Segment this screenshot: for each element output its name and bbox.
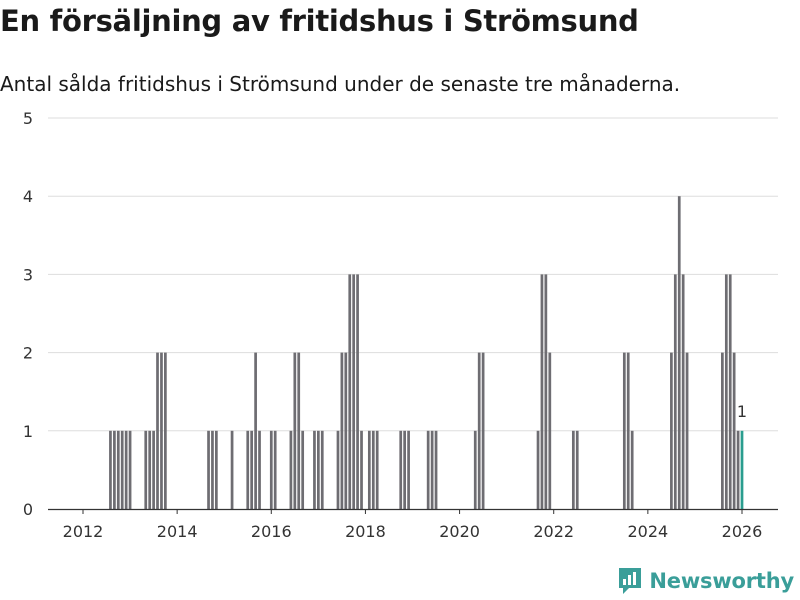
chart-subtitle: Antal sålda fritidshus i Strömsund under… <box>0 72 681 96</box>
bar-16 <box>246 430 250 509</box>
bar-29 <box>336 430 340 509</box>
bar-44 <box>434 430 438 509</box>
bar-1 <box>113 430 116 509</box>
bar-61 <box>685 352 689 509</box>
newsworthy-logo-text: Newsworthy <box>649 569 794 593</box>
y-axis: 0 1 2 3 4 5 <box>23 109 33 519</box>
bars <box>109 196 744 509</box>
annotations: 1 <box>737 402 747 421</box>
bar-64 <box>728 274 732 509</box>
y-tick-label-0: 0 <box>23 500 33 519</box>
bar-62 <box>721 352 724 509</box>
bar-2 <box>116 430 120 509</box>
bar-43 <box>430 430 434 509</box>
bar-48 <box>536 430 540 509</box>
bar-37 <box>371 430 375 509</box>
chart-title: En försäljning av fritidshus i Strömsund <box>0 4 639 38</box>
bar-59 <box>677 196 681 509</box>
bar-27 <box>317 430 320 509</box>
newsworthy-logo-icon <box>619 568 642 594</box>
x-tick-label-2014: 2014 <box>157 522 198 541</box>
bar-19 <box>258 430 261 509</box>
bar-9 <box>156 352 159 509</box>
x-tick-label-2024: 2024 <box>627 522 668 541</box>
bar-58 <box>673 274 677 509</box>
bar-25 <box>301 430 305 509</box>
x-tick-label-2026: 2026 <box>722 522 763 541</box>
bar-3 <box>120 430 124 509</box>
bar-30 <box>340 352 344 509</box>
bar-52 <box>571 430 575 509</box>
bar-22 <box>289 430 293 509</box>
bar-7 <box>148 430 152 509</box>
bar-0 <box>109 430 112 509</box>
bar-24 <box>297 352 301 509</box>
bar-6 <box>144 430 148 509</box>
bar-32 <box>348 274 352 509</box>
y-tick-label-5: 5 <box>23 109 33 128</box>
bar-66 <box>736 430 740 509</box>
newsworthy-logo: Newsworthy <box>617 566 794 596</box>
bar-39 <box>399 430 403 509</box>
bar-41 <box>407 430 410 509</box>
bar-28 <box>320 430 324 509</box>
bar-11 <box>164 352 167 509</box>
bar-31 <box>344 352 348 509</box>
bar-12 <box>207 430 210 509</box>
bar-33 <box>352 274 356 509</box>
bar-10 <box>160 352 163 509</box>
bar-53 <box>575 430 579 509</box>
bar-13 <box>211 430 214 509</box>
bar-38 <box>375 430 379 509</box>
x-tick-label-2018: 2018 <box>345 522 386 541</box>
bar-56 <box>630 430 634 509</box>
x-axis: 2012 2014 2016 2018 2020 2022 2024 2026 <box>48 508 778 541</box>
bar-18 <box>254 352 257 509</box>
bar-23 <box>293 352 297 509</box>
bar-20 <box>269 430 273 509</box>
bar-54 <box>622 352 626 509</box>
bar-47 <box>481 352 485 509</box>
data-label-0: 1 <box>737 402 747 421</box>
y-tick-label-4: 4 <box>23 187 33 206</box>
bar-40 <box>403 430 406 509</box>
x-tick-label-2016: 2016 <box>251 522 292 541</box>
x-tick-label-2022: 2022 <box>533 522 574 541</box>
bar-63 <box>724 274 728 509</box>
bar-42 <box>426 430 430 509</box>
bar-60 <box>681 274 685 509</box>
bar-50 <box>544 274 548 509</box>
bar-17 <box>250 430 254 509</box>
bar-65 <box>732 352 736 509</box>
bar-5 <box>128 430 132 509</box>
bar-21 <box>273 430 277 509</box>
y-tick-label-2: 2 <box>23 344 33 363</box>
bar-57 <box>670 352 673 509</box>
bar-34 <box>356 274 359 509</box>
bar-51 <box>548 352 552 509</box>
grid-lines <box>48 117 778 432</box>
y-tick-label-1: 1 <box>23 422 33 441</box>
bar-8 <box>152 430 155 509</box>
x-tick-label-2012: 2012 <box>63 522 104 541</box>
bar-45 <box>473 430 477 509</box>
bar-49 <box>540 274 544 509</box>
bar-4 <box>124 430 128 509</box>
bar-highlight-0 <box>740 430 744 509</box>
bar-55 <box>626 352 630 509</box>
y-tick-label-3: 3 <box>23 265 33 284</box>
bar-14 <box>214 430 218 509</box>
bar-46 <box>477 352 481 509</box>
bar-26 <box>313 430 316 509</box>
x-tick-label-2020: 2020 <box>439 522 480 541</box>
bar-36 <box>367 430 371 509</box>
bar-35 <box>360 430 363 509</box>
bar-15 <box>230 430 234 509</box>
